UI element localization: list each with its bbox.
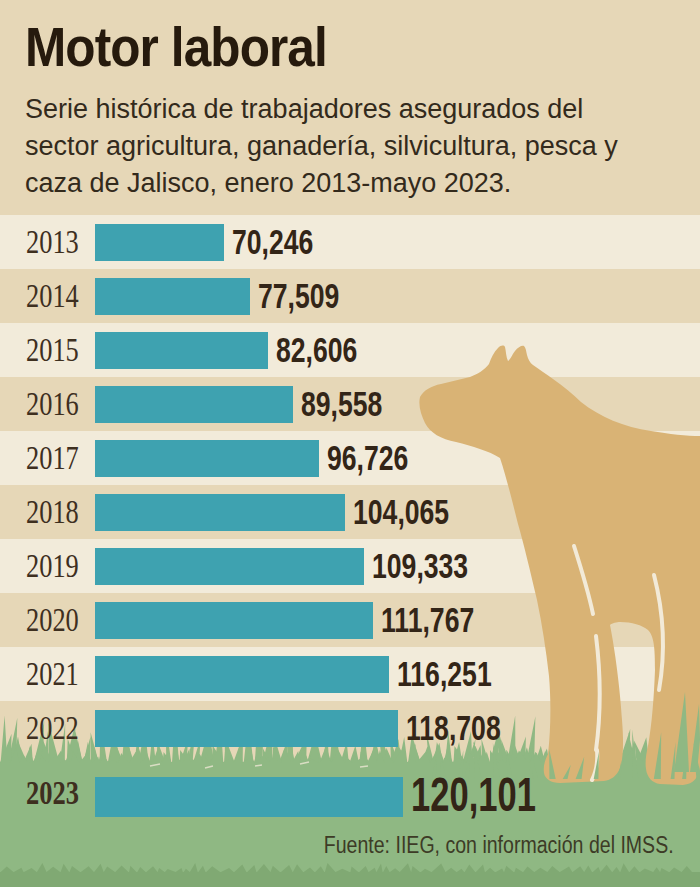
value-label: 116,251 <box>397 647 492 701</box>
chart-row: 2022 118,708 <box>0 701 700 755</box>
value-label: 96,726 <box>327 431 408 485</box>
chart-row: 2016 89,558 <box>0 377 700 431</box>
value-label: 120,101 <box>411 755 536 835</box>
year-label: 2018 <box>26 485 79 539</box>
value-label: 70,246 <box>232 215 313 269</box>
value-bar <box>95 602 373 639</box>
value-bar <box>95 656 389 693</box>
value-bar <box>95 386 293 423</box>
value-label: 104,065 <box>353 485 449 539</box>
year-label: 2015 <box>26 323 79 377</box>
value-label: 77,509 <box>258 269 339 323</box>
chart-row: 2019 109,333 <box>0 539 700 593</box>
value-label: 118,708 <box>406 701 501 755</box>
value-bar <box>95 710 398 747</box>
year-label: 2022 <box>26 701 79 755</box>
value-bar <box>95 777 403 817</box>
chart-row: 2023120,101 <box>0 755 700 819</box>
value-label: 89,558 <box>301 377 382 431</box>
chart-row: 2018 104,065 <box>0 485 700 539</box>
year-label: 2016 <box>26 377 79 431</box>
year-label: 2013 <box>26 215 79 269</box>
year-label: 2023 <box>26 755 79 831</box>
value-label: 109,333 <box>372 539 468 593</box>
year-label: 2014 <box>26 269 79 323</box>
chart-row: 2020 111,767 <box>0 593 700 647</box>
year-label: 2020 <box>26 593 79 647</box>
chart-row: 2013 70,246 <box>0 215 700 269</box>
value-label: 111,767 <box>381 593 474 647</box>
infographic-page: Motor laboral Serie histórica de trabaja… <box>0 0 700 887</box>
value-bar <box>95 278 250 315</box>
chart-row: 2021 116,251 <box>0 647 700 701</box>
value-bar <box>95 332 268 369</box>
value-label: 82,606 <box>276 323 357 377</box>
value-bar <box>95 548 364 585</box>
year-label: 2019 <box>26 539 79 593</box>
chart-row: 2015 82,606 <box>0 323 700 377</box>
value-bar <box>95 440 319 477</box>
year-label: 2021 <box>26 647 79 701</box>
bar-chart: 2013 70,246 2014 77,509 2015 82,606 2016 89,558… <box>0 0 700 887</box>
value-bar <box>95 494 345 531</box>
year-label: 2017 <box>26 431 79 485</box>
source-note: Fuente: IIEG, con información del IMSS. <box>324 832 674 859</box>
chart-row: 2017 96,726 <box>0 431 700 485</box>
chart-row: 2014 77,509 <box>0 269 700 323</box>
value-bar <box>95 224 224 261</box>
